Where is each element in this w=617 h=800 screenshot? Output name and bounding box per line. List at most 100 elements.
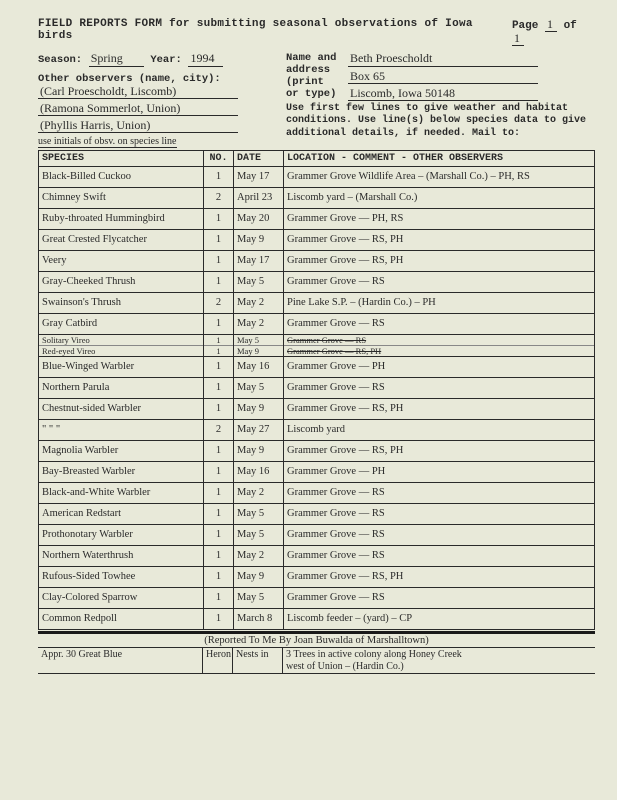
name-value: Beth Proescholdt [348,52,538,66]
bottom-location: 3 Trees in active colony along Honey Cre… [283,648,595,673]
bottom-date: Nests in [233,648,283,673]
cell-species: Common Redpoll [39,609,204,630]
cell-date: May 27 [234,420,284,441]
cell-no: 1 [204,609,234,630]
page-of: of [564,20,577,32]
cell-location: Grammer Grove — RS, PH [284,441,595,462]
form-title: FIELD REPORTS FORM for submitting season… [38,18,512,46]
page-total: 1 [512,32,524,46]
table-row: Gray-Cheeked Thrush1May 5Grammer Grove —… [39,272,595,293]
cell-no: 1 [204,567,234,588]
cell-species: Rufous-Sided Towhee [39,567,204,588]
cell-species: Black-and-White Warbler [39,483,204,504]
cell-date: May 17 [234,167,284,188]
address-label: address [286,64,342,76]
cell-date: May 5 [234,504,284,525]
cell-no: 1 [204,441,234,462]
cell-no: 1 [204,525,234,546]
name-label: Name and [286,52,342,64]
cell-no: 1 [204,314,234,335]
cell-no: 1 [204,462,234,483]
cell-location: Grammer Grove — PH, RS [284,209,595,230]
cell-location: Grammer Grove — RS [284,546,595,567]
bottom-entry: Appr. 30 Great Blue Heron Nests in 3 Tre… [38,648,595,674]
species-table: SPECIES NO. DATE LOCATION - COMMENT - OT… [38,150,595,630]
header-location: LOCATION - COMMENT - OTHER OBSERVERS [284,151,595,167]
cell-location: Liscomb yard – (Marshall Co.) [284,188,595,209]
cell-date: March 8 [234,609,284,630]
cell-species: Great Crested Flycatcher [39,230,204,251]
table-row: Gray Catbird1May 2Grammer Grove — RS [39,314,595,335]
table-row: Prothonotary Warbler1May 5Grammer Grove … [39,525,595,546]
year-label: Year: [150,54,182,66]
cell-no: 1 [204,251,234,272]
cell-date: May 5 [234,272,284,293]
season-value: Spring [89,52,144,66]
cell-species: Chimney Swift [39,188,204,209]
cell-location: Grammer Grove — RS [284,378,595,399]
cell-location: Liscomb yard [284,420,595,441]
table-row: American Redstart1May 5Grammer Grove — R… [39,504,595,525]
header-no: NO. [204,151,234,167]
instructions: Use first few lines to give weather and … [286,103,595,141]
header-species: SPECIES [39,151,204,167]
cell-date: May 5 [234,588,284,609]
table-row: Northern Waterthrush1May 2Grammer Grove … [39,546,595,567]
year-value: 1994 [188,52,223,66]
table-row: Veery1May 17Grammer Grove — RS, PH [39,251,595,272]
cell-no: 1 [204,483,234,504]
cell-no: 2 [204,188,234,209]
cell-date: May 9 [234,567,284,588]
cell-no: 1 [204,378,234,399]
table-row: Magnolia Warbler1May 9Grammer Grove — RS… [39,441,595,462]
page-current: 1 [545,18,557,32]
cell-no: 2 [204,420,234,441]
header-date: DATE [234,151,284,167]
observer-2: (Ramona Sommerlot, Union) [38,102,238,116]
cell-date: May 2 [234,546,284,567]
other-observers-label: Other observers (name, city): [38,73,268,85]
cell-location: Grammer Grove — RS [284,525,595,546]
cell-location: Grammer Grove — RS [284,314,595,335]
table-row: Ruby-throated Hummingbird1May 20Grammer … [39,209,595,230]
cell-no: 1 [204,357,234,378]
cell-species: Veery [39,251,204,272]
observer-3: (Phyllis Harris, Union) [38,119,238,133]
table-row: Black-and-White Warbler1May 2Grammer Gro… [39,483,595,504]
reported-note: (Reported To Me By Joan Buwalda of Marsh… [38,634,595,648]
cell-no: 1 [204,399,234,420]
address-1: Box 65 [348,70,538,84]
bottom-no: Heron [203,648,233,673]
cell-location: Grammer Grove — RS [284,588,595,609]
cell-location: Grammer Grove Wildlife Area – (Marshall … [284,167,595,188]
cell-date: May 9 [234,441,284,462]
cell-location: Grammer Grove — RS [284,504,595,525]
cell-location: Grammer Grove — RS, PH [284,399,595,420]
cell-species: Chestnut-sided Warbler [39,399,204,420]
page-number: Page 1 of 1 [512,18,595,46]
cell-no: 1 [204,209,234,230]
cell-no: 1 [204,588,234,609]
bottom-species: Appr. 30 Great Blue [38,648,203,673]
cell-species: Northern Waterthrush [39,546,204,567]
cell-location: Pine Lake S.P. – (Hardin Co.) – PH [284,293,595,314]
cell-date: May 2 [234,293,284,314]
cell-species: Gray Catbird [39,314,204,335]
cell-date: May 9 [234,230,284,251]
cell-no: 1 [204,230,234,251]
cell-species: " " " [39,420,204,441]
cell-location: Grammer Grove — RS [284,272,595,293]
cell-species: Swainson's Thrush [39,293,204,314]
table-row: Solitary VireoRed-eyed Vireo11May 5May 9… [39,335,595,357]
cell-location: Grammer Grove — RS [284,483,595,504]
cell-location: Liscomb feeder – (yard) – CP [284,609,595,630]
cell-species: Gray-Cheeked Thrush [39,272,204,293]
table-row: Chestnut-sided Warbler1May 9Grammer Grov… [39,399,595,420]
cell-date: May 16 [234,462,284,483]
cell-location: Grammer Grove — RS, PH [284,230,595,251]
cell-species: American Redstart [39,504,204,525]
cell-location: Grammer Grove — PH [284,462,595,483]
table-row: Bay-Breasted Warbler1May 16Grammer Grove… [39,462,595,483]
cell-date: May 17 [234,251,284,272]
observer-1: (Carl Proescholdt, Liscomb) [38,85,238,99]
